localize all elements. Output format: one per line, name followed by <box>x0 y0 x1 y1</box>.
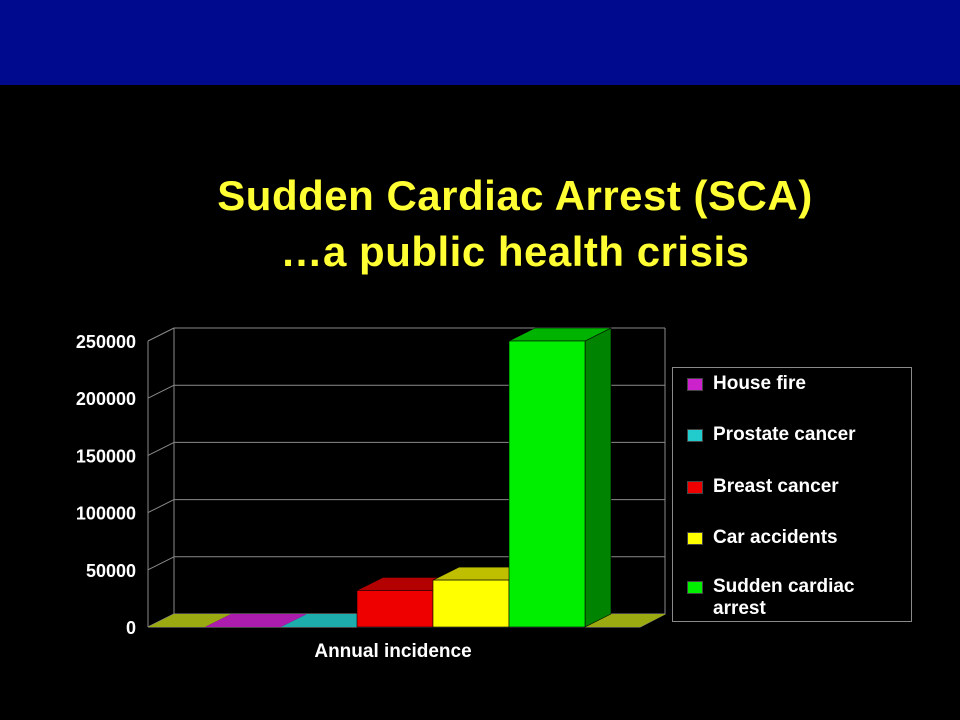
gridline-side <box>147 327 175 342</box>
y-tick-label: 150000 <box>76 446 136 466</box>
slide-subtitle: …a public health crisis <box>280 228 750 275</box>
x-axis-label: Annual incidence <box>314 641 471 662</box>
floor-plate-left <box>148 614 231 627</box>
bar-sudden-cardiac-arrest <box>508 340 586 628</box>
top-banner <box>0 0 960 85</box>
bar-breast-cancer <box>356 590 434 628</box>
legend-swatch-sudden-cardiac-arrest <box>687 581 703 594</box>
slide-title: Sudden Cardiac Arrest (SCA) <box>217 172 813 219</box>
y-tick-label: 250000 <box>76 332 136 352</box>
bar-house-fire <box>205 614 307 627</box>
legend-swatch-car-accidents <box>687 532 703 545</box>
legend-swatch-house-fire <box>687 378 703 391</box>
y-tick-label: 100000 <box>76 504 136 524</box>
y-tick-label: 50000 <box>86 561 136 581</box>
gridline-side <box>147 384 175 399</box>
legend-label: Prostate cancer <box>713 424 856 445</box>
y-tick-label: 200000 <box>76 389 136 409</box>
legend-label: Sudden cardiac arrest <box>713 576 855 619</box>
legend-swatch-breast-cancer <box>687 481 703 494</box>
legend-label: House fire <box>713 373 806 394</box>
legend-swatch-prostate-cancer <box>687 429 703 442</box>
legend-label: Breast cancer <box>713 476 839 497</box>
gridline-side <box>147 441 175 456</box>
gridline-side <box>147 499 175 514</box>
bar-car-accidents <box>432 579 510 628</box>
y-tick-label: 0 <box>126 618 136 638</box>
legend-label: Car accidents <box>713 527 838 548</box>
gridline-side <box>147 556 175 571</box>
chart-legend: House fire Prostate cancer Breast cancer… <box>672 367 912 622</box>
bar-side-sudden-cardiac-arrest <box>584 327 612 628</box>
